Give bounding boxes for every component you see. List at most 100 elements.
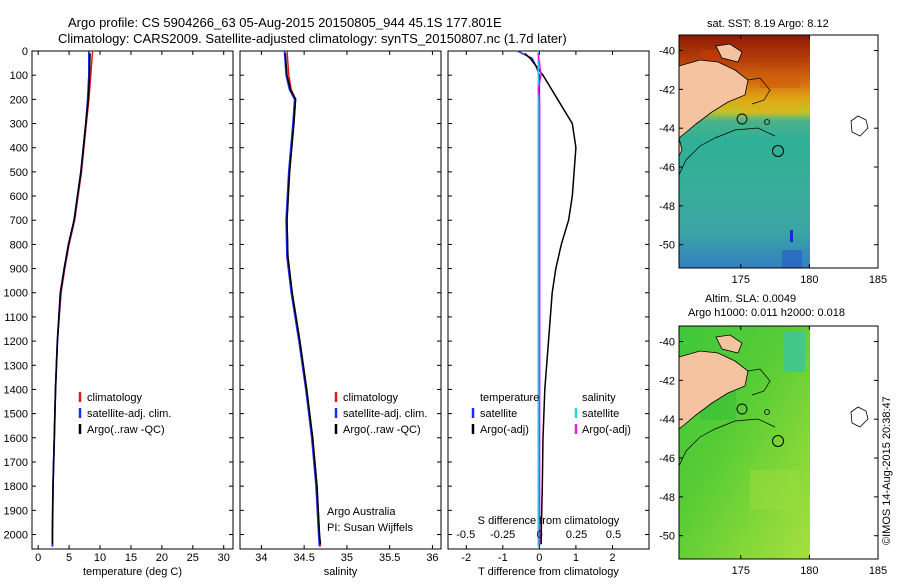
sla-map-frame xyxy=(678,325,879,560)
s-tick-label: -0.5 xyxy=(456,529,475,541)
s-tick-label: 0.5 xyxy=(606,529,621,541)
annotation-line: Argo Australia xyxy=(327,506,396,518)
lat-tick-label: -44 xyxy=(659,123,675,135)
x-tick-label: 1 xyxy=(573,552,579,564)
lat-tick-label: -46 xyxy=(659,453,675,465)
legend-label: satellite xyxy=(582,408,619,420)
x-tick-label: 25 xyxy=(187,552,199,564)
depth-tick-label: 0 xyxy=(22,46,28,58)
lat-tick-label: -50 xyxy=(659,240,675,252)
x-tick-label: 34.5 xyxy=(293,552,314,564)
legend-label: satellite xyxy=(480,408,517,420)
depth-tick-label: 1800 xyxy=(4,481,28,493)
legend-label: satellite-adj. clim. xyxy=(343,408,427,420)
sst-map-title: sat. SST: 8.19 Argo: 8.12 xyxy=(707,18,829,30)
depth-tick-label: 700 xyxy=(10,215,28,227)
sla-map-title-line1: Altim. SLA: 0.0049 xyxy=(705,293,796,305)
plot-frame xyxy=(239,50,442,550)
lon-tick-label: 185 xyxy=(869,274,887,286)
sla-map-title-line2: Argo h1000: 0.011 h2000: 0.018 xyxy=(688,307,845,319)
depth-tick-label: 1100 xyxy=(4,312,28,324)
x-tick-label: 2 xyxy=(609,552,615,564)
nz-south-island xyxy=(679,350,749,430)
lat-tick-label: -40 xyxy=(659,46,675,58)
lat-tick-label: -40 xyxy=(659,337,675,349)
lat-tick-label: -48 xyxy=(659,492,675,504)
depth-tick-label: 1000 xyxy=(4,288,28,300)
series-line-0 xyxy=(517,50,541,547)
bathymetry-contour xyxy=(679,127,776,176)
legend-heading: salinity xyxy=(582,392,616,404)
s-tick-label: 0.25 xyxy=(566,529,587,541)
series-line-1 xyxy=(524,52,577,545)
x-tick-label: 20 xyxy=(156,552,168,564)
lon-tick-label: 175 xyxy=(732,565,750,577)
lon-tick-label: 180 xyxy=(800,565,818,577)
x-tick-label: 15 xyxy=(125,552,137,564)
depth-tick-label: 1200 xyxy=(4,336,28,348)
x-tick-label: -2 xyxy=(461,552,471,564)
x-tick-label: 10 xyxy=(94,552,106,564)
x-tick-label: 34 xyxy=(255,552,267,564)
depth-tick-label: 1900 xyxy=(4,505,28,517)
depth-tick-label: 1500 xyxy=(4,409,28,421)
x-tick-label: 35 xyxy=(341,552,353,564)
figure-title-line2: Climatology: CARS2009. Satellite-adjuste… xyxy=(58,31,567,46)
depth-tick-label: 400 xyxy=(10,143,28,155)
depth-tick-label: 600 xyxy=(10,191,28,203)
x-tick-label: 0 xyxy=(35,552,41,564)
bathymetry-contour xyxy=(679,418,776,467)
legend-label: climatology xyxy=(87,392,143,404)
x-axis-label: salinity xyxy=(324,566,358,578)
x-tick-label: 36 xyxy=(426,552,438,564)
chatham-island xyxy=(736,403,748,415)
argo-float-marker xyxy=(772,435,784,447)
depth-tick-label: 300 xyxy=(10,119,28,131)
depth-tick-label: 100 xyxy=(10,70,28,82)
sst-map: sat. SST: 8.19 Argo: 8.12 -40 -42 -44 -46 -4… xyxy=(659,18,887,286)
lat-tick-label: -46 xyxy=(659,162,675,174)
bounty-islands-outline xyxy=(850,406,869,428)
legend-heading: temperature xyxy=(480,392,539,404)
depth-tick-label: 1400 xyxy=(4,384,28,396)
series-line-1 xyxy=(51,51,90,547)
lat-tick-label: -42 xyxy=(659,375,675,387)
depth-tick-label: 1300 xyxy=(4,360,28,372)
x-tick-label: 0 xyxy=(536,552,542,564)
depth-tick-label: 900 xyxy=(10,264,28,276)
x-tick-label: 5 xyxy=(66,552,72,564)
lat-tick-label: -42 xyxy=(659,84,675,96)
nz-north-island xyxy=(715,334,743,354)
nz-south-island xyxy=(679,59,749,139)
legend-label: Argo(..raw -QC) xyxy=(87,424,165,436)
temperature-panel: 0100200300400500600700800900100011001200… xyxy=(4,46,234,578)
series-line-0 xyxy=(51,50,94,547)
s-tick-label: 0 xyxy=(537,529,543,541)
legend-label: Argo(..raw -QC) xyxy=(343,424,421,436)
x-axis-label: temperature (deg C) xyxy=(83,566,182,578)
figure-title-line1: Argo profile: CS 5904266_63 05-Aug-2015 … xyxy=(68,15,502,30)
legend-label: Argo(-adj) xyxy=(480,424,529,436)
x-tick-label: 30 xyxy=(218,552,230,564)
depth-tick-label: 500 xyxy=(10,167,28,179)
x-axis-label: T difference from climatology xyxy=(478,566,619,578)
depth-tick-label: 800 xyxy=(10,239,28,251)
plot-frame xyxy=(447,50,650,550)
series-line-1 xyxy=(283,50,321,547)
depth-tick-label: 2000 xyxy=(4,529,28,541)
nz-north-island xyxy=(715,43,743,63)
argo-float-marker xyxy=(772,145,784,157)
sst-map-frame xyxy=(678,34,879,269)
salinity-panel: 34 34.5 35 35.5 36 salinity climatology satelli… xyxy=(239,50,442,578)
imos-credit: ©IMOS 14-Aug-2015 20:38:47 xyxy=(881,396,893,545)
lat-tick-label: -48 xyxy=(659,201,675,213)
s-axis-label: S difference from climatology xyxy=(478,515,620,527)
difference-panel: -2 -1 0 1 2 T difference from climatology temp… xyxy=(447,50,650,578)
annotation-line: PI: Susan Wijffels xyxy=(327,522,413,534)
lat-tick-label: -50 xyxy=(659,531,675,543)
legend-label: Argo(-adj) xyxy=(582,424,631,436)
depth-tick-label: 1600 xyxy=(4,433,28,445)
series-line-2 xyxy=(284,53,322,545)
plot-frame xyxy=(31,50,234,550)
series-line-2 xyxy=(51,53,91,545)
